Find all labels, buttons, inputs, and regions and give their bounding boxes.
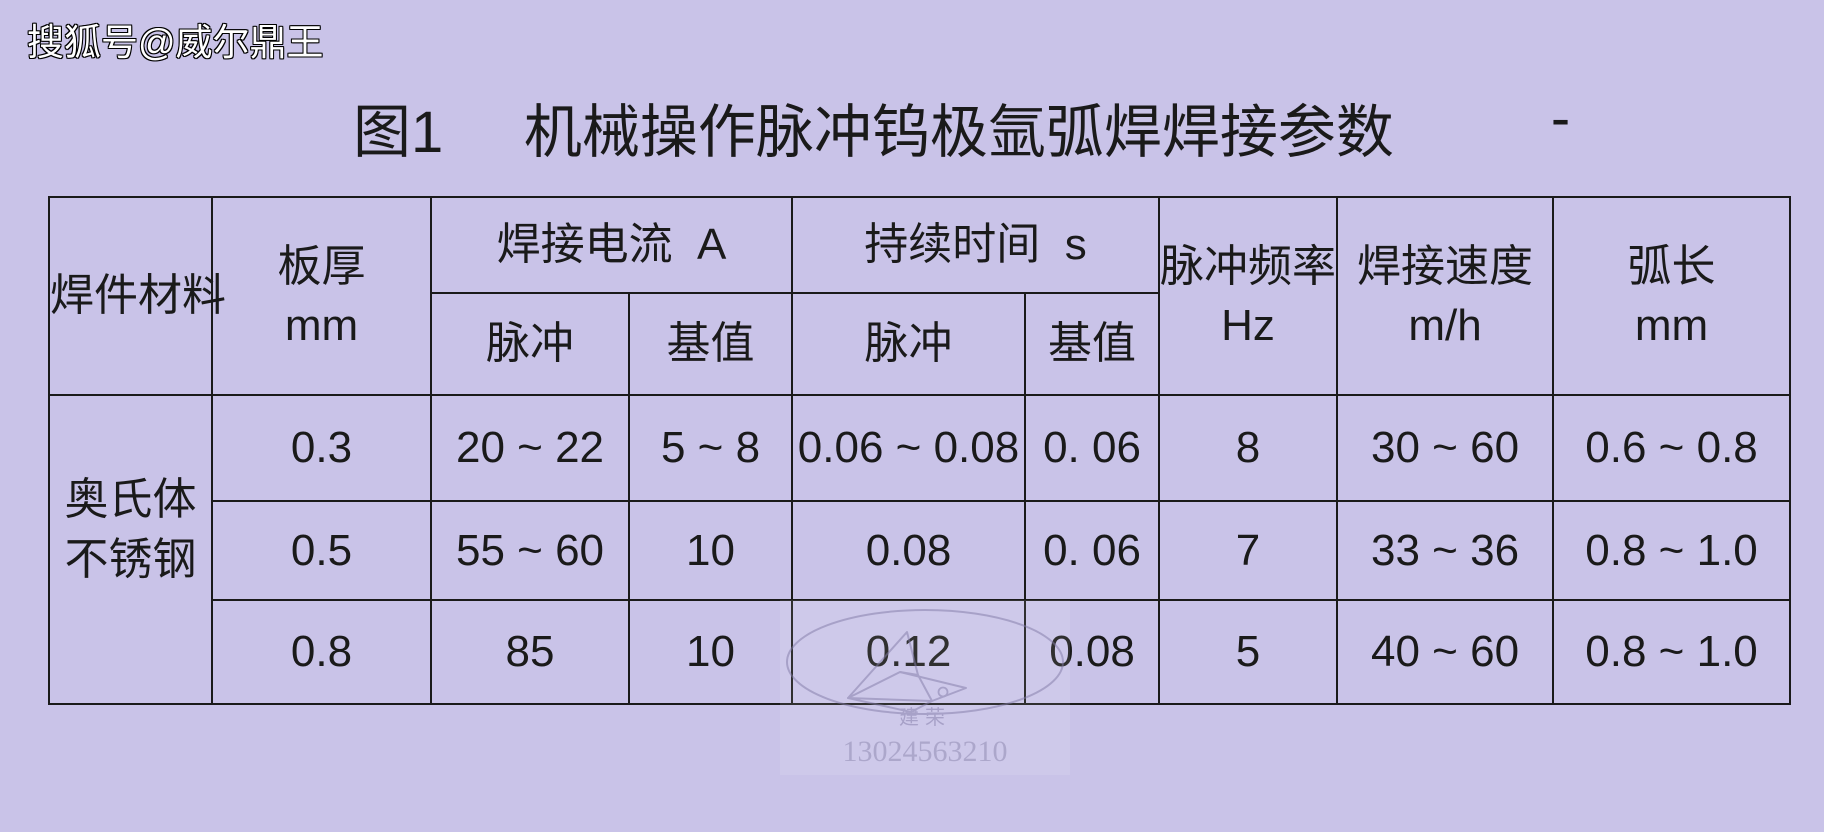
svg-text:13024563210: 13024563210 xyxy=(843,735,1008,768)
svg-text:建荣: 建荣 xyxy=(899,706,951,729)
